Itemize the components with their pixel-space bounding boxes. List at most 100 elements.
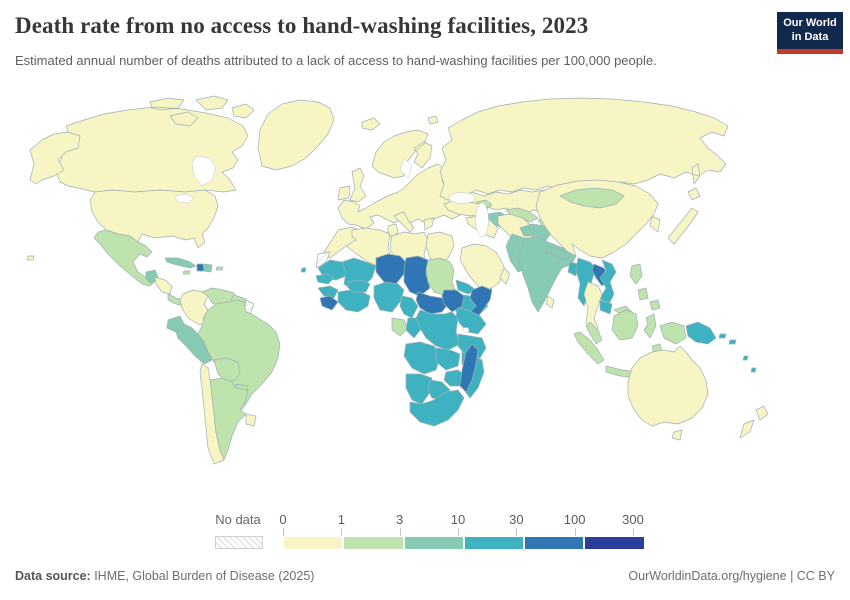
legend-tick-label-100: 100 (563, 512, 586, 527)
country-egypt[interactable] (425, 231, 455, 265)
country-nepal[interactable] (545, 245, 571, 261)
hudson-bay (191, 155, 217, 187)
country-south-sudan[interactable] (441, 289, 465, 313)
country-new-zealand[interactable] (739, 405, 769, 439)
country-canada[interactable] (54, 95, 255, 193)
footer-source-text: IHME, Global Burden of Disease (2025) (90, 569, 315, 583)
country-borneo[interactable] (611, 309, 639, 341)
footer-source-label: Data source: (15, 569, 91, 583)
country-scandinavia[interactable] (371, 129, 433, 179)
legend-tick-mark (574, 528, 576, 536)
country-honduras-nicaragua[interactable] (154, 276, 173, 295)
legend-tick-mark (458, 528, 459, 536)
country-mexico[interactable] (93, 229, 157, 287)
country-haiti[interactable] (196, 263, 205, 272)
country-afghanistan[interactable] (519, 223, 553, 241)
country-bolivia[interactable] (213, 357, 241, 383)
legend-no-data-swatch[interactable] (215, 536, 263, 549)
legend-tick-label-30: 30 (509, 512, 524, 527)
country-bangladesh[interactable] (567, 261, 579, 277)
legend-tick-label-300: 300 (622, 512, 644, 527)
country-western-sahara[interactable] (315, 251, 331, 269)
country-nigeria[interactable] (373, 281, 405, 313)
country-uruguay[interactable] (245, 413, 257, 427)
country-angola[interactable] (403, 341, 441, 375)
country-guatemala[interactable] (145, 269, 159, 285)
country-gabon-eq-guinea[interactable] (391, 317, 409, 337)
country-uk[interactable] (349, 167, 367, 203)
country-niger[interactable] (375, 253, 407, 285)
country-cameroon[interactable] (399, 295, 419, 319)
country-dominican-republic[interactable] (203, 263, 213, 273)
country-south-africa[interactable] (409, 389, 465, 427)
country-cape-verde[interactable] (300, 267, 307, 273)
owid-logo-line2: in Data (791, 30, 829, 43)
legend-bin-0-1[interactable] (283, 536, 344, 550)
country-sulawesi[interactable] (643, 313, 657, 339)
caspian-sea (475, 202, 489, 238)
country-madagascar[interactable] (459, 343, 479, 393)
country-jamaica[interactable] (182, 270, 191, 275)
country-sierra-leone-liberia[interactable] (319, 295, 339, 311)
country-alaska[interactable] (29, 131, 81, 185)
country-solomon-islands[interactable] (718, 333, 737, 345)
page-title: Death rate from no access to hand-washin… (15, 13, 589, 38)
country-svalbard[interactable] (427, 115, 439, 125)
country-puerto-rico[interactable] (215, 266, 224, 271)
country-japan[interactable] (667, 187, 701, 245)
legend-tick-mark (633, 528, 634, 536)
country-chad[interactable] (403, 255, 431, 297)
country-guinea[interactable] (317, 285, 339, 299)
country-greenland[interactable] (257, 99, 335, 171)
country-peru[interactable] (175, 323, 213, 365)
country-tasmania[interactable] (671, 429, 683, 441)
country-cambodia[interactable] (599, 299, 613, 315)
owid-logo[interactable]: Our World in Data (777, 12, 843, 54)
legend-bin-10-30[interactable] (463, 536, 525, 550)
legend-bin-100-300[interactable] (584, 536, 645, 550)
legend-color-scale: 0 1 3 10 30 100 300 (279, 512, 645, 550)
country-argentina[interactable] (209, 377, 249, 461)
country-sumatra[interactable] (573, 331, 605, 365)
country-russia[interactable] (439, 97, 729, 201)
country-hawaii[interactable] (26, 255, 35, 261)
legend-bin-3-10[interactable] (403, 536, 464, 550)
country-cuba[interactable] (164, 257, 197, 269)
legend-tick-mark (283, 528, 284, 536)
country-korea[interactable] (649, 215, 661, 233)
country-namibia[interactable] (405, 373, 433, 405)
country-iceland[interactable] (361, 117, 381, 131)
legend-tick-mark (399, 528, 401, 536)
owid-logo-line1: Our World (783, 17, 837, 29)
legend-bin-1-3[interactable] (343, 536, 404, 550)
country-mongolia[interactable] (559, 187, 625, 209)
country-australia[interactable] (627, 345, 709, 427)
country-thailand[interactable] (583, 281, 603, 335)
country-senegal-gambia[interactable] (315, 273, 335, 285)
country-greece[interactable] (423, 217, 435, 231)
great-lakes (173, 193, 195, 204)
black-sea (448, 192, 476, 204)
country-oman[interactable] (499, 267, 511, 285)
legend-bar (283, 536, 645, 550)
country-italy[interactable] (393, 211, 415, 233)
country-papua-new-guinea[interactable] (685, 321, 717, 345)
country-fiji-vanuatu[interactable] (742, 355, 757, 373)
legend-tick-mark (341, 528, 343, 536)
footer-link[interactable]: OurWorldinData.org/hygiene | CC BY (628, 569, 835, 583)
country-central-african-republic[interactable] (415, 291, 449, 315)
legend-tick-label-10: 10 (450, 512, 466, 527)
country-uganda-kenya[interactable] (455, 307, 487, 335)
country-sri-lanka[interactable] (545, 295, 555, 309)
country-cote-divoire-ghana[interactable] (337, 289, 371, 313)
baltic-sea (399, 157, 413, 179)
country-burkina-faso[interactable] (347, 279, 371, 293)
country-zambia[interactable] (435, 347, 461, 371)
country-saudi-arabia[interactable] (459, 243, 507, 291)
legend-tick-label-1: 1 (337, 512, 345, 527)
legend-bin-30-100[interactable] (524, 536, 585, 550)
country-philippines[interactable] (629, 263, 661, 311)
footer-source: Data source: IHME, Global Burden of Dise… (15, 569, 314, 583)
country-ireland[interactable] (337, 185, 351, 201)
